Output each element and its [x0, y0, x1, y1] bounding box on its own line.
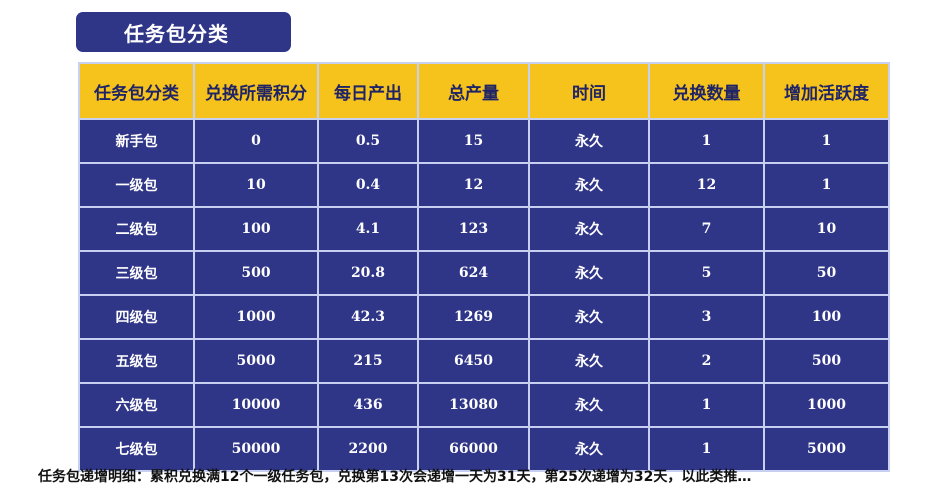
- cell-activity-increase: 5000: [763, 426, 890, 472]
- cell-total-output: 15: [417, 118, 530, 164]
- table-row: 一级包 10 0.4 12 永久 12 1: [78, 162, 890, 208]
- cell-package: 四级包: [78, 294, 195, 340]
- table-row: 六级包 10000 436 13080 永久 1 1000: [78, 382, 890, 428]
- cell-points-required: 5000: [193, 338, 319, 384]
- cell-daily-output: 0.4: [317, 162, 419, 208]
- cell-duration: 永久: [528, 338, 650, 384]
- cell-activity-increase: 50: [763, 250, 890, 296]
- cell-exchange-count: 12: [648, 162, 765, 208]
- cell-total-output: 12: [417, 162, 530, 208]
- cell-total-output: 66000: [417, 426, 530, 472]
- table-row: 四级包 1000 42.3 1269 永久 3 100: [78, 294, 890, 340]
- cell-activity-increase: 1: [763, 118, 890, 164]
- table-row: 三级包 500 20.8 624 永久 5 50: [78, 250, 890, 296]
- cell-package: 新手包: [78, 118, 195, 164]
- cell-points-required: 0: [193, 118, 319, 164]
- table-header-row: 任务包分类 兑换所需积分 每日产出 总产量 时间 兑换数量 增加活跃度: [78, 62, 890, 120]
- cell-daily-output: 20.8: [317, 250, 419, 296]
- cell-daily-output: 215: [317, 338, 419, 384]
- cell-duration: 永久: [528, 426, 650, 472]
- cell-package: 三级包: [78, 250, 195, 296]
- cell-package: 七级包: [78, 426, 195, 472]
- cell-daily-output: 2200: [317, 426, 419, 472]
- cell-package: 五级包: [78, 338, 195, 384]
- cell-exchange-count: 2: [648, 338, 765, 384]
- column-header-points-required: 兑换所需积分: [193, 62, 319, 120]
- cell-activity-increase: 10: [763, 206, 890, 252]
- column-header-total-output: 总产量: [417, 62, 530, 120]
- footnote: 任务包递增明细：累积兑换满12个一级任务包，兑换第13次会递增一天为31天，第2…: [38, 469, 752, 485]
- column-header-duration: 时间: [528, 62, 650, 120]
- cell-activity-increase: 100: [763, 294, 890, 340]
- cell-exchange-count: 1: [648, 382, 765, 428]
- cell-duration: 永久: [528, 250, 650, 296]
- cell-points-required: 500: [193, 250, 319, 296]
- cell-points-required: 50000: [193, 426, 319, 472]
- cell-total-output: 123: [417, 206, 530, 252]
- column-header-activity-increase: 增加活跃度: [763, 62, 890, 120]
- cell-total-output: 624: [417, 250, 530, 296]
- cell-package: 二级包: [78, 206, 195, 252]
- cell-total-output: 6450: [417, 338, 530, 384]
- column-header-daily-output: 每日产出: [317, 62, 419, 120]
- column-header-package: 任务包分类: [78, 62, 195, 120]
- cell-activity-increase: 500: [763, 338, 890, 384]
- cell-daily-output: 42.3: [317, 294, 419, 340]
- cell-package: 六级包: [78, 382, 195, 428]
- cell-points-required: 1000: [193, 294, 319, 340]
- table-row: 七级包 50000 2200 66000 永久 1 5000: [78, 426, 890, 472]
- cell-exchange-count: 1: [648, 426, 765, 472]
- cell-duration: 永久: [528, 294, 650, 340]
- cell-exchange-count: 3: [648, 294, 765, 340]
- cell-total-output: 1269: [417, 294, 530, 340]
- cell-total-output: 13080: [417, 382, 530, 428]
- page-title: 任务包分类: [76, 12, 291, 52]
- cell-duration: 永久: [528, 118, 650, 164]
- cell-daily-output: 4.1: [317, 206, 419, 252]
- cell-exchange-count: 1: [648, 118, 765, 164]
- cell-duration: 永久: [528, 162, 650, 208]
- table-row: 二级包 100 4.1 123 永久 7 10: [78, 206, 890, 252]
- table-row: 五级包 5000 215 6450 永久 2 500: [78, 338, 890, 384]
- cell-daily-output: 0.5: [317, 118, 419, 164]
- table-row: 新手包 0 0.5 15 永久 1 1: [78, 118, 890, 164]
- cell-activity-increase: 1000: [763, 382, 890, 428]
- cell-duration: 永久: [528, 382, 650, 428]
- task-package-table: 任务包分类 兑换所需积分 每日产出 总产量 时间 兑换数量 增加活跃度 新手包 …: [78, 62, 890, 472]
- cell-points-required: 10: [193, 162, 319, 208]
- cell-duration: 永久: [528, 206, 650, 252]
- cell-daily-output: 436: [317, 382, 419, 428]
- cell-exchange-count: 7: [648, 206, 765, 252]
- cell-exchange-count: 5: [648, 250, 765, 296]
- cell-points-required: 100: [193, 206, 319, 252]
- cell-package: 一级包: [78, 162, 195, 208]
- cell-activity-increase: 1: [763, 162, 890, 208]
- column-header-exchange-count: 兑换数量: [648, 62, 765, 120]
- cell-points-required: 10000: [193, 382, 319, 428]
